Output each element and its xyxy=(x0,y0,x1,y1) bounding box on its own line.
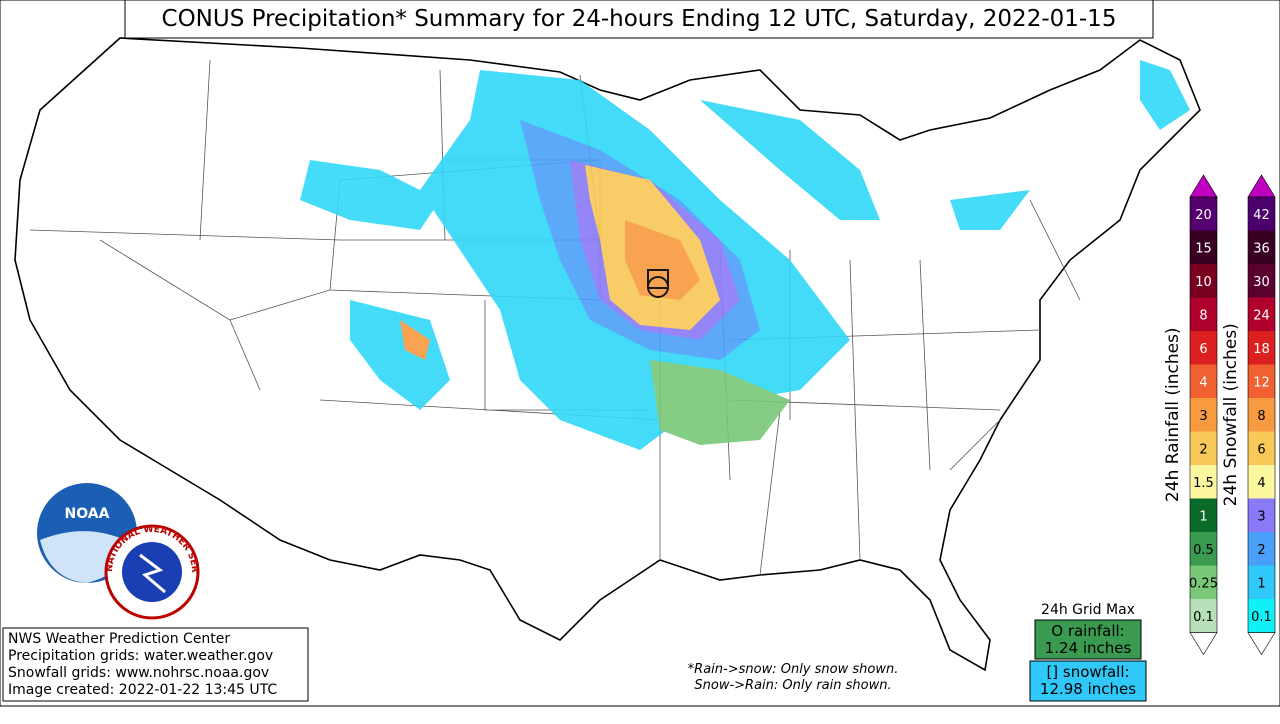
scale-label: 10 xyxy=(1195,275,1212,290)
scale-swatch xyxy=(1190,398,1217,432)
info-lines: NWS Weather Prediction CenterPrecipitati… xyxy=(8,631,277,698)
scale-swatch xyxy=(1248,297,1275,331)
scale-label: 0.1 xyxy=(1251,610,1272,625)
scale-label: 2 xyxy=(1199,442,1207,457)
rain-max-line: O rainfall: xyxy=(1051,622,1124,640)
scale-label: 0.1 xyxy=(1193,610,1214,625)
scale-swatch xyxy=(1190,230,1217,264)
snow-max-line: [] snowfall: xyxy=(1046,663,1129,681)
scale-border xyxy=(1247,196,1276,633)
scale-swatch xyxy=(1190,297,1217,331)
info-line: Snowfall grids: www.nohrsc.noaa.gov xyxy=(8,665,269,681)
scale-swatch xyxy=(1248,532,1275,566)
scale-label: 1 xyxy=(1199,509,1207,524)
scale-swatch xyxy=(1248,264,1275,298)
scale-label: 3 xyxy=(1257,509,1265,524)
scale-swatch xyxy=(1248,398,1275,432)
scale-label: 3 xyxy=(1199,409,1207,424)
scale-swatch xyxy=(1248,498,1275,532)
scale-swatch xyxy=(1248,331,1275,365)
scale-label: 0.25 xyxy=(1189,576,1218,591)
info-line: Precipitation grids: water.weather.gov xyxy=(8,648,273,664)
scale-label: 6 xyxy=(1199,342,1207,357)
scale-label: 6 xyxy=(1257,442,1265,457)
title-box xyxy=(124,0,1154,39)
info-box xyxy=(2,627,309,702)
scale-swatch xyxy=(1248,565,1275,599)
scale-label: 36 xyxy=(1253,241,1270,256)
info-line: Image created: 2022-01-22 13:45 UTC xyxy=(8,682,277,698)
color-scales: 20 15 10 8 6 4 3 2 1.5 1 0.5 0.25 0.1 24h Rainfall (i… xyxy=(1163,174,1276,656)
precipitation xyxy=(300,60,1190,450)
scale-label: 4 xyxy=(1199,375,1207,390)
scale-label: 2 xyxy=(1257,543,1265,558)
scale-swatch xyxy=(1248,364,1275,398)
scale-swatch xyxy=(1190,465,1217,499)
rain-max-box xyxy=(1034,619,1142,660)
scale-swatch xyxy=(1190,532,1217,566)
snow-max-line: 12.98 inches xyxy=(1040,680,1136,698)
scale-label: 24 xyxy=(1253,308,1270,323)
scale-title: 24h Rainfall (inches) xyxy=(1163,327,1183,502)
scale-label: 30 xyxy=(1253,275,1270,290)
snow-max-box xyxy=(1029,660,1147,702)
scale-label: 20 xyxy=(1195,208,1212,223)
scale-swatch xyxy=(1248,431,1275,465)
scale-label: 4 xyxy=(1257,476,1265,491)
scale-label: 15 xyxy=(1195,241,1212,256)
scale-label: 42 xyxy=(1253,208,1270,223)
grid-max-title: 24h Grid Max xyxy=(1041,602,1135,618)
scale-swatch xyxy=(1190,498,1217,532)
scale-border xyxy=(1189,196,1218,633)
grid-max-text: O rainfall:1.24 inches [] snowfall:12.98 … xyxy=(1040,622,1136,698)
scale-title: 24h Snowfall (inches) xyxy=(1221,323,1241,506)
scale-swatch xyxy=(1190,264,1217,298)
note: *Rain->snow: Only snow shown.Snow->Rain:… xyxy=(688,662,899,693)
scale-label: 8 xyxy=(1257,409,1265,424)
scale-swatch xyxy=(1190,197,1217,231)
scale-label: 18 xyxy=(1253,342,1270,357)
scale-label: 1 xyxy=(1257,576,1265,591)
scale-swatch xyxy=(1190,599,1217,633)
scale-label: 0.5 xyxy=(1193,543,1214,558)
scale-label: 12 xyxy=(1253,375,1270,390)
noaa-text: NOAA xyxy=(65,506,110,522)
scale-swatch xyxy=(1190,565,1217,599)
scale-label: 8 xyxy=(1199,308,1207,323)
scale-swatch xyxy=(1248,197,1275,231)
note-line: *Rain->snow: Only snow shown. xyxy=(688,662,899,677)
note-line: Snow->Rain: Only rain shown. xyxy=(694,678,891,693)
scale-swatch xyxy=(1190,364,1217,398)
info-line: NWS Weather Prediction Center xyxy=(8,631,230,647)
scale-swatch xyxy=(1248,230,1275,264)
scale-swatch xyxy=(1248,465,1275,499)
scale-swatch xyxy=(1190,331,1217,365)
scale-swatch xyxy=(1190,431,1217,465)
rain-max-line: 1.24 inches xyxy=(1045,639,1132,657)
scale-swatch xyxy=(1248,599,1275,633)
scale-label: 1.5 xyxy=(1193,476,1214,491)
title: CONUS Precipitation* Summary for 24-hour… xyxy=(162,6,1117,32)
